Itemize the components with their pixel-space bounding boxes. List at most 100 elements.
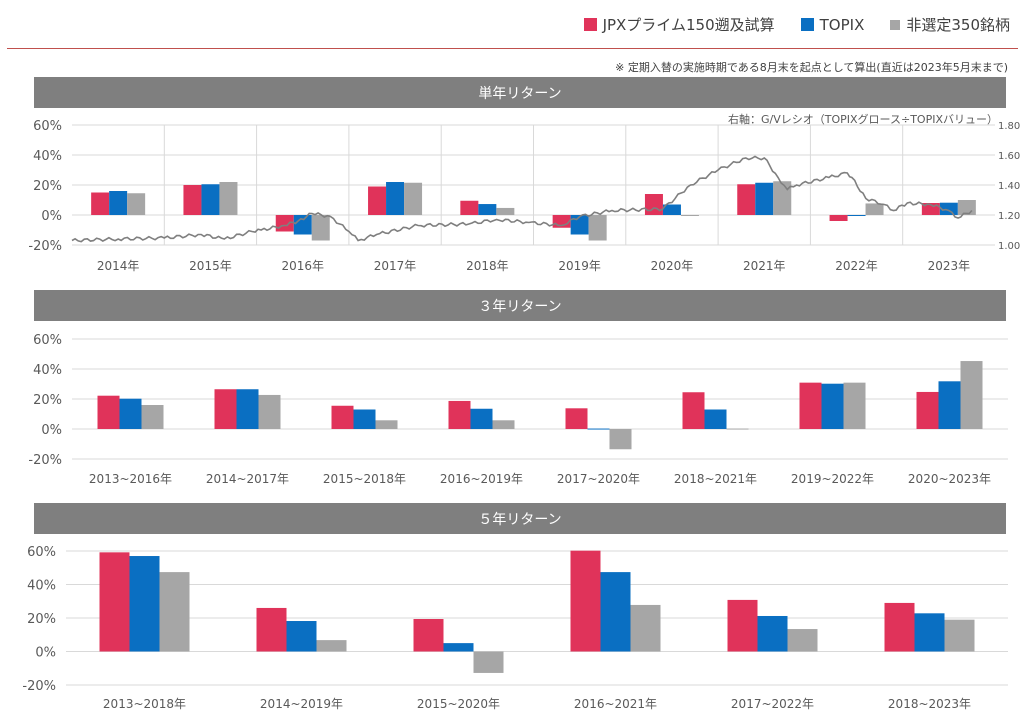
section-header-3yr: ３年リターン: [34, 290, 1006, 321]
bar: [727, 599, 758, 652]
x-tick-label: 2016~2019年: [440, 472, 523, 486]
x-tick-label: 2022年: [835, 259, 878, 273]
x-tick-label: 2020年: [651, 259, 694, 273]
bar: [331, 405, 354, 429]
y2-tick-label: 1.20: [998, 211, 1020, 222]
bar: [473, 651, 504, 673]
y-tick-label: -20%: [28, 239, 62, 254]
bar: [757, 615, 788, 652]
bar: [286, 621, 317, 652]
y-tick-label: 40%: [33, 149, 62, 164]
section-header-5yr: ５年リターン: [34, 503, 1006, 534]
x-tick-label: 2016年: [281, 259, 324, 273]
x-tick-label: 2021年: [743, 259, 786, 273]
bar: [865, 203, 884, 215]
y-tick-label: -20%: [22, 679, 56, 694]
legend-label: TOPIX: [819, 15, 865, 34]
bar: [127, 193, 146, 215]
x-tick-label: 2013~2016年: [89, 472, 172, 486]
bar: [97, 395, 120, 429]
bar: [368, 186, 387, 215]
legend-swatch-jpx150: [583, 18, 597, 31]
bar: [236, 389, 259, 429]
legend-swatch-topix: [800, 18, 814, 31]
bar: [443, 643, 474, 652]
bar: [159, 572, 190, 652]
bar: [375, 420, 398, 429]
bar: [939, 202, 958, 215]
bar: [588, 215, 607, 241]
bar: [829, 215, 848, 221]
y-tick-label: 0%: [41, 423, 62, 438]
bar: [682, 392, 705, 429]
bar: [799, 382, 822, 429]
bar: [256, 607, 287, 652]
bar: [258, 394, 281, 429]
x-tick-label: 2017年: [374, 259, 417, 273]
bar: [884, 602, 915, 652]
x-tick-label: 2018年: [466, 259, 509, 273]
bar: [448, 400, 471, 429]
bar: [847, 215, 866, 216]
y-tick-label: 20%: [33, 393, 62, 408]
bar: [587, 428, 610, 430]
y2-tick-label: 1.60: [998, 151, 1020, 162]
bar: [914, 613, 945, 652]
y-tick-label: 40%: [27, 579, 56, 594]
x-tick-label: 2016~2021年: [574, 697, 657, 711]
header-divider: [7, 48, 1018, 49]
bar: [316, 640, 347, 652]
bar: [938, 381, 961, 429]
bar: [141, 405, 164, 429]
legend: JPXプライム150遡及試算 TOPIX 非選定350銘柄: [583, 14, 1010, 35]
bar: [129, 556, 160, 652]
legend-label: 非選定350銘柄: [906, 16, 1010, 34]
bar: [492, 420, 515, 429]
bar: [311, 215, 330, 241]
footnote: ※ 定期入替の実施時期である8月末を起点として算出(直近は2023年5月末まで): [615, 61, 1008, 74]
legend-item-topix: TOPIX: [800, 15, 865, 34]
bar: [600, 572, 631, 652]
y2-tick-label: 1.00: [998, 241, 1020, 252]
y-tick-label: 0%: [35, 646, 56, 661]
bar: [565, 408, 588, 429]
legend-item-jpx150: JPXプライム150遡及試算: [583, 14, 775, 35]
bar: [353, 409, 376, 429]
bar: [916, 391, 939, 429]
bar: [944, 619, 975, 652]
x-tick-label: 2014~2017年: [206, 472, 289, 486]
bar: [704, 409, 727, 429]
y2-tick-label: 1.80: [998, 121, 1020, 132]
bar: [478, 204, 497, 215]
bar: [662, 204, 681, 215]
bar: [737, 184, 756, 215]
y-tick-label: 60%: [27, 545, 56, 560]
bar: [630, 604, 661, 652]
bar: [755, 182, 774, 215]
y-tick-label: 20%: [27, 612, 56, 627]
x-tick-label: 2018~2021年: [674, 472, 757, 486]
bar: [109, 191, 128, 215]
y-tick-label: 40%: [33, 363, 62, 378]
gv-ratio-line: [71, 155, 973, 243]
legend-item-nonselected: 非選定350銘柄: [890, 14, 1010, 35]
bar: [183, 185, 202, 215]
bar: [773, 181, 792, 215]
bar: [787, 629, 818, 652]
x-tick-label: 2023年: [928, 259, 971, 273]
y2-tick-label: 1.40: [998, 181, 1020, 192]
bar: [821, 383, 844, 429]
bar: [843, 382, 866, 429]
bar: [404, 182, 423, 215]
right-axis-note: 右軸：G/Vレシオ（TOPIXグロース÷TOPIXバリュー）: [727, 113, 998, 126]
bar: [460, 200, 479, 215]
x-tick-label: 2019~2022年: [791, 472, 874, 486]
bar: [293, 215, 312, 235]
bar: [609, 429, 632, 450]
bar: [99, 552, 130, 652]
bar: [726, 428, 749, 430]
bar: [214, 389, 237, 429]
x-tick-label: 2015~2020年: [417, 697, 500, 711]
bar: [386, 182, 405, 215]
